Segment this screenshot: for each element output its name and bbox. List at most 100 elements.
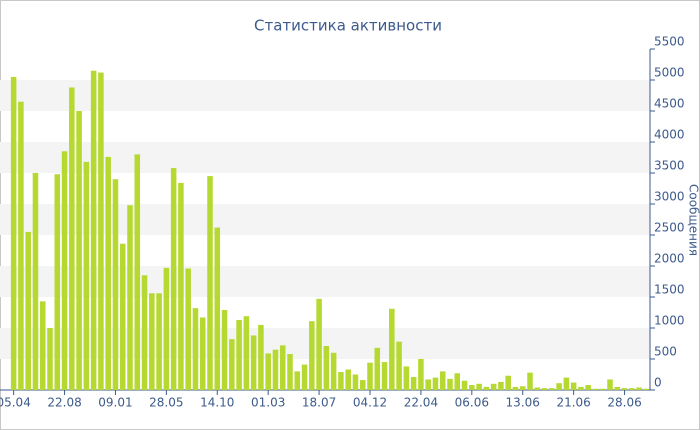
y-tick-label: 1500 <box>654 283 685 297</box>
bar <box>98 72 104 390</box>
bar <box>141 275 148 390</box>
x-tick-label: 09.01 <box>98 396 132 410</box>
bar <box>454 373 461 390</box>
bar <box>192 308 199 390</box>
bar <box>69 87 75 390</box>
bar <box>25 231 31 390</box>
bar <box>149 293 155 390</box>
y-tick-label: 500 <box>654 345 677 359</box>
bar <box>279 345 286 390</box>
bar <box>105 156 111 390</box>
x-tick-label: 14.10 <box>200 396 234 410</box>
bar <box>643 388 650 390</box>
x-tick-label: 22.04 <box>404 396 438 410</box>
x-tick-label: 22.08 <box>47 396 81 410</box>
bar <box>127 205 133 390</box>
bar <box>614 386 621 390</box>
bar <box>592 388 599 390</box>
bar <box>265 353 271 390</box>
bar <box>199 317 206 390</box>
x-tick-label: 06.06 <box>455 396 489 410</box>
bar <box>410 376 417 390</box>
bar <box>323 345 330 390</box>
bar <box>330 352 337 390</box>
bar <box>359 380 366 390</box>
y-tick-label: 3000 <box>654 190 685 204</box>
bar <box>527 372 533 390</box>
bar <box>578 386 584 390</box>
y-tick-label: 1000 <box>654 314 685 328</box>
bar <box>185 268 191 390</box>
bar <box>294 371 301 390</box>
bar <box>563 377 570 390</box>
bar <box>47 328 53 390</box>
bar <box>178 182 184 390</box>
x-tick-label: 05.04 <box>0 396 31 410</box>
bar <box>389 308 395 390</box>
bar <box>490 383 497 390</box>
bar <box>447 378 453 390</box>
bar <box>585 385 591 390</box>
bar <box>134 154 141 390</box>
bar <box>461 380 468 390</box>
grid-band <box>0 142 650 173</box>
bar <box>476 383 482 390</box>
grid-band <box>0 204 650 235</box>
bar <box>250 335 257 390</box>
bar <box>374 347 381 390</box>
bar <box>119 243 126 390</box>
bar <box>243 316 250 390</box>
bar <box>316 298 322 390</box>
x-tick-label: 13.06 <box>506 396 540 410</box>
bar <box>607 379 613 390</box>
bar <box>629 388 635 390</box>
bar <box>381 362 388 390</box>
bar <box>636 387 642 390</box>
x-tick-label: 01.03 <box>251 396 285 410</box>
bar <box>396 341 402 390</box>
y-tick-label: 5500 <box>654 35 685 49</box>
y-tick-label: 3500 <box>654 159 685 173</box>
bar <box>39 301 46 390</box>
bar <box>541 388 548 390</box>
bar <box>309 321 315 390</box>
bar <box>352 374 359 390</box>
bar <box>90 70 97 390</box>
bar <box>367 362 373 390</box>
bar <box>432 377 439 390</box>
bar <box>214 227 221 390</box>
bar <box>403 366 410 390</box>
bar <box>76 111 82 390</box>
bar <box>505 375 511 390</box>
x-tick-label: 18.07 <box>302 396 336 410</box>
bar <box>170 168 177 390</box>
bar <box>18 101 24 390</box>
bar <box>301 364 308 390</box>
y-tick-label: 4000 <box>654 128 685 142</box>
bar <box>229 339 235 390</box>
bar <box>207 176 213 390</box>
bar <box>54 174 61 390</box>
bar <box>10 76 17 391</box>
bar <box>498 381 504 390</box>
bar <box>156 293 162 390</box>
bar <box>549 388 555 390</box>
chart-title: Статистика активности <box>254 17 442 35</box>
bar <box>570 382 577 390</box>
bar <box>556 383 562 390</box>
y-axis-label: Сообщения <box>687 184 700 256</box>
bar <box>32 173 39 390</box>
grid-band <box>0 266 650 297</box>
grid-band <box>0 80 650 111</box>
bar <box>287 354 293 390</box>
bar <box>258 324 264 390</box>
bar <box>483 386 490 390</box>
y-tick-label: 2000 <box>654 252 685 266</box>
bar <box>519 386 526 390</box>
bar <box>338 372 344 390</box>
bar <box>469 385 475 390</box>
bar <box>425 379 431 390</box>
x-tick-label: 04.12 <box>353 396 387 410</box>
x-tick-label: 28.05 <box>149 396 183 410</box>
